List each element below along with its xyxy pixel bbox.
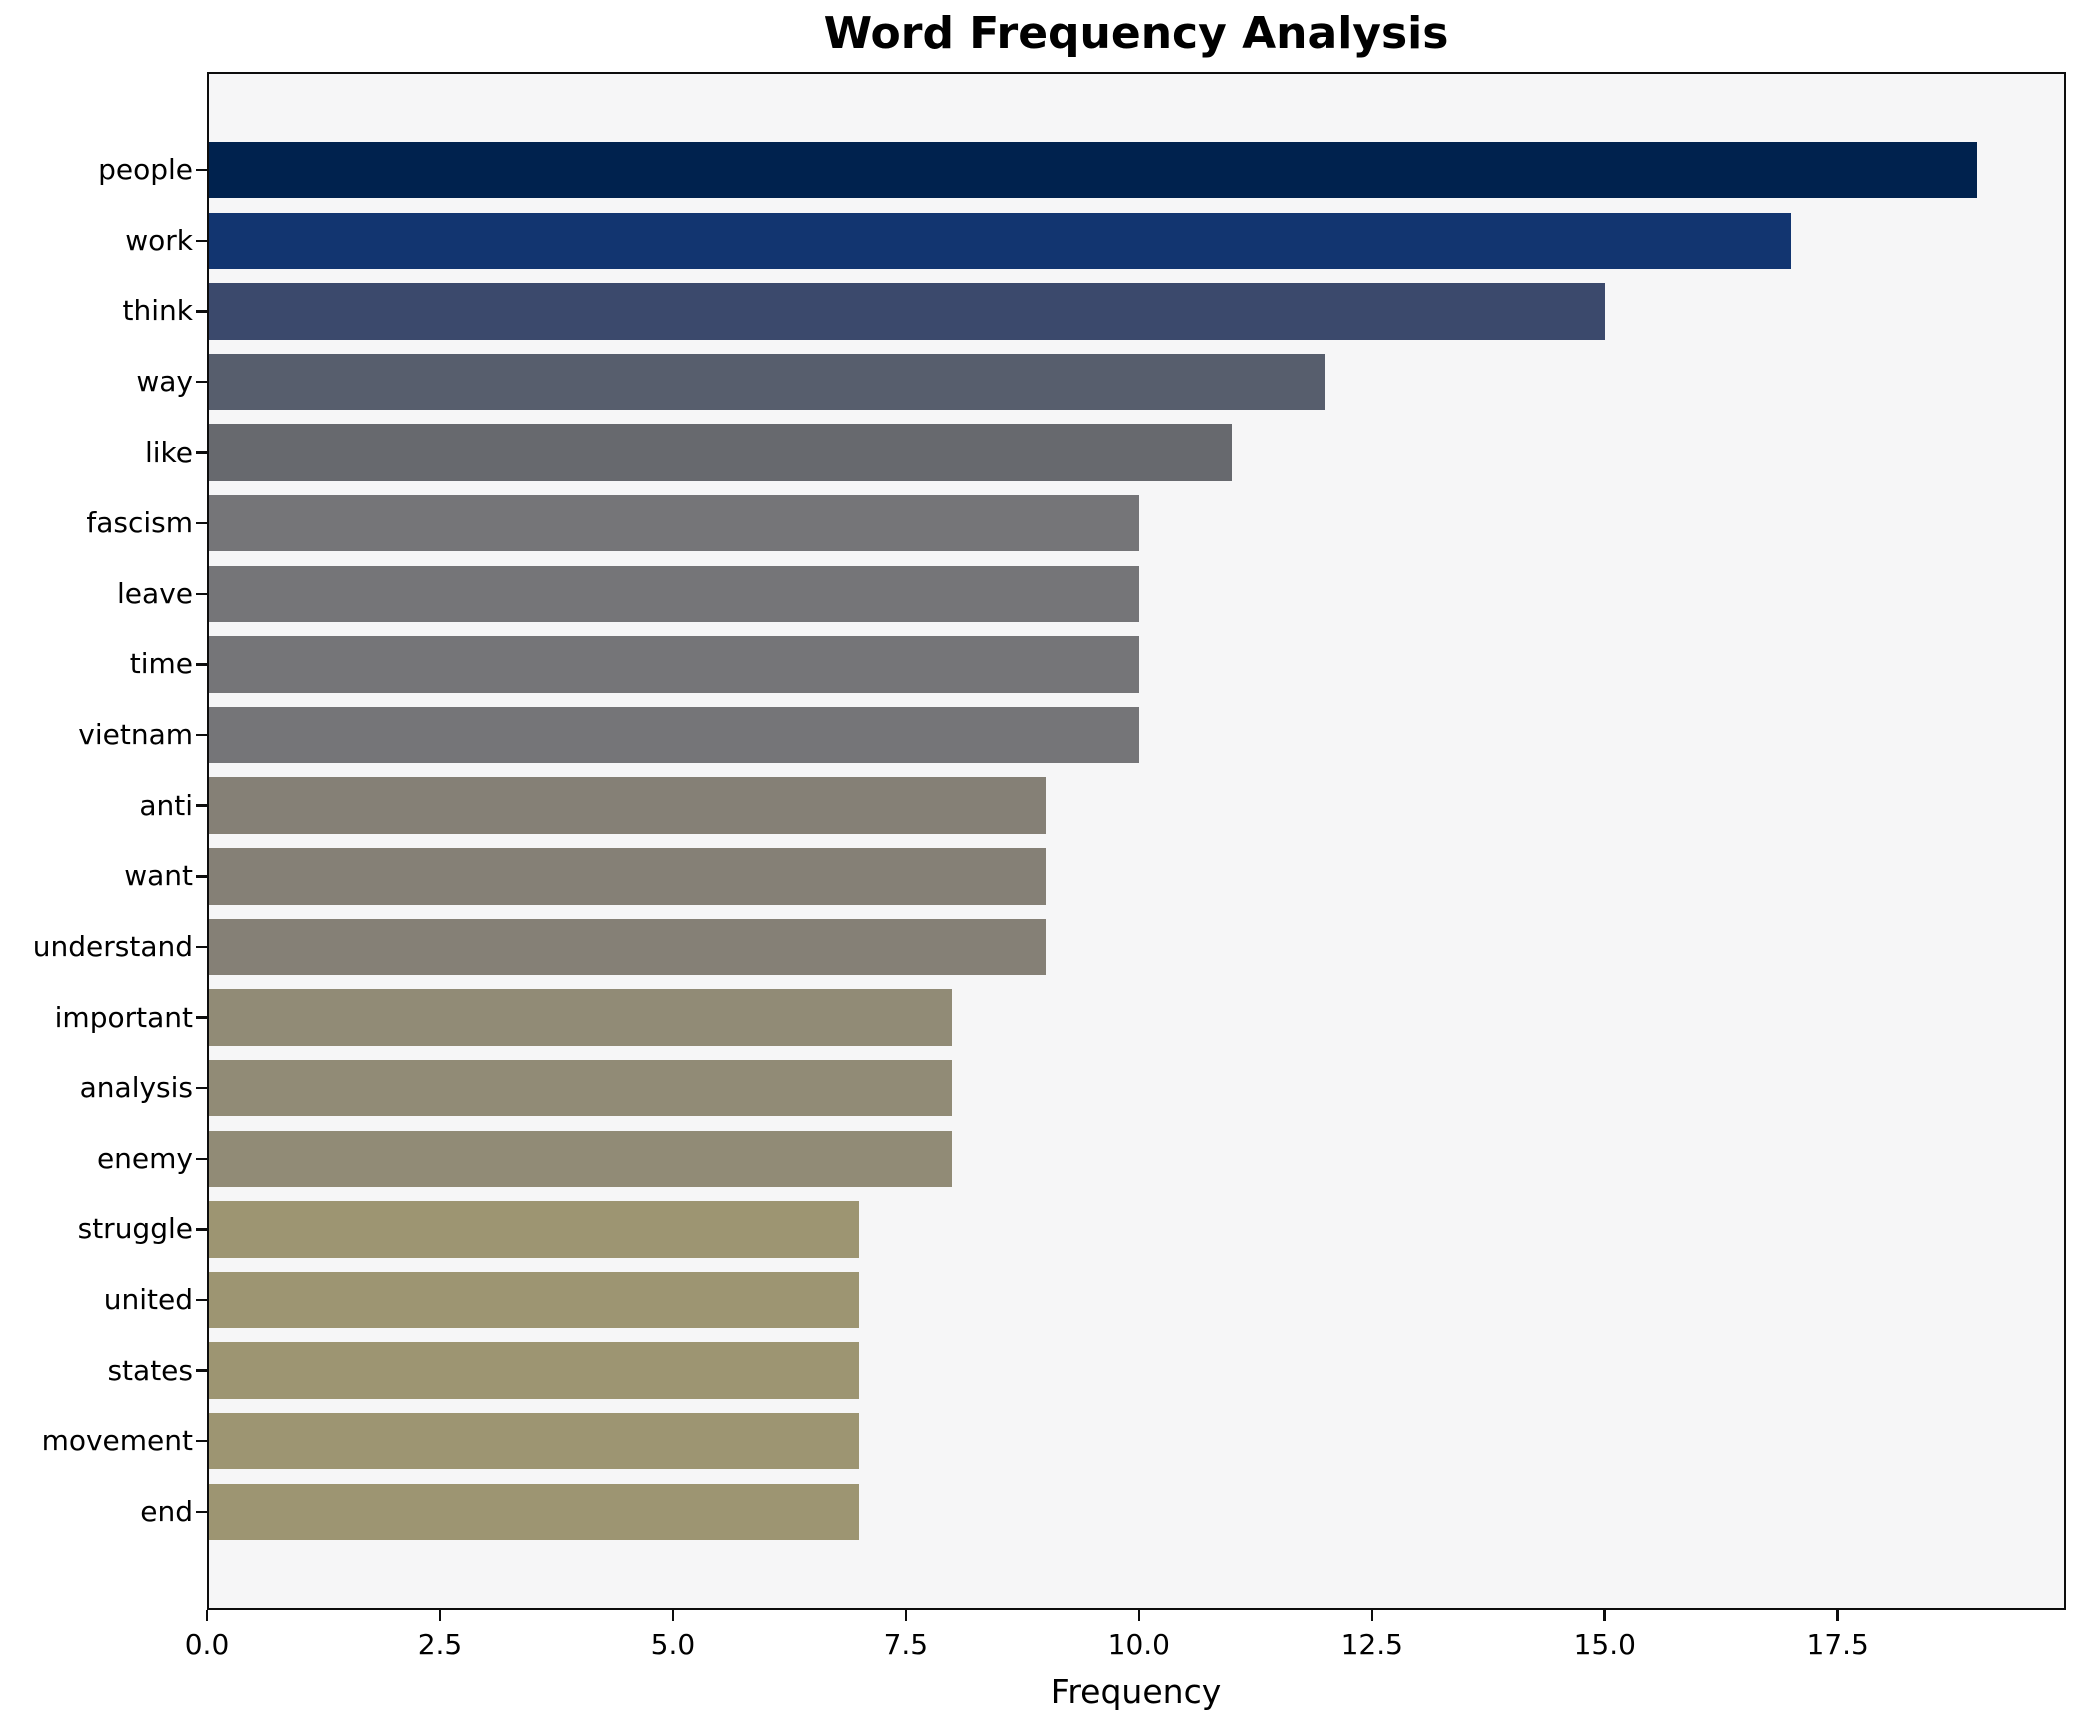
x-tick-label: 15.0 [1573,1628,1636,1661]
y-tick-mark [196,310,207,313]
bar-understand [207,918,1046,976]
bar-enemy [207,1130,953,1187]
bar-analysis [207,1059,953,1117]
y-tick-label: united [103,1282,193,1316]
bar-people [207,141,1978,199]
y-tick-label: fascism [86,506,193,540]
y-tick-mark [196,1510,207,1514]
plot-area [207,72,2066,1610]
y-tick-label: important [54,1000,193,1034]
bar-movement [207,1412,860,1470]
bar-time [207,636,1139,693]
bar-fascism [207,494,1139,552]
x-tick-label: 12.5 [1340,1628,1403,1661]
x-tick-mark [1603,1610,1606,1621]
x-tick-label: 17.5 [1806,1628,1869,1661]
y-tick-mark [196,1086,207,1090]
y-tick-label: states [107,1353,193,1387]
y-tick-label: movement [41,1424,193,1458]
y-tick-mark [196,380,207,384]
y-tick-mark [196,1157,207,1161]
x-tick-label: 5.0 [650,1628,696,1661]
y-tick-label: vietnam [78,718,193,752]
bar-important [207,989,953,1046]
y-tick-label: work [125,223,193,257]
y-tick-mark [196,592,207,596]
x-tick-mark [1137,1610,1141,1621]
x-tick-mark [205,1610,209,1621]
bar-leave [207,565,1139,623]
y-tick-mark [196,875,207,878]
y-tick-label: enemy [96,1141,193,1175]
x-axis-title: Frequency [1050,1672,1222,1711]
bar-like [207,424,1232,481]
chart-title: Word Frequency Analysis [823,8,1449,59]
bar-struggle [207,1201,860,1258]
y-tick-label: think [122,294,193,328]
y-tick-label: like [144,435,193,469]
y-tick-mark [196,804,207,807]
y-tick-mark [196,1439,207,1443]
y-tick-mark [196,1298,207,1302]
y-tick-mark [196,168,207,172]
x-tick-mark [904,1610,908,1621]
x-tick-label: 7.5 [883,1628,929,1661]
y-tick-mark [196,733,207,737]
bar-want [207,848,1046,905]
y-tick-mark [196,945,207,949]
bar-vietnam [207,706,1139,764]
y-tick-mark [196,1016,207,1019]
bar-anti [207,777,1046,834]
x-tick-label: 10.0 [1107,1628,1170,1661]
bar-united [207,1271,860,1329]
y-tick-label: leave [117,576,193,610]
y-tick-label: people [98,153,193,187]
bar-way [207,353,1326,411]
bar-think [207,283,1605,340]
bar-work [207,212,1792,269]
y-tick-label: analysis [79,1071,193,1105]
y-tick-label: want [124,859,193,893]
y-tick-label: end [140,1494,193,1528]
y-tick-mark [196,663,207,666]
y-tick-mark [196,1228,207,1231]
y-tick-label: time [129,647,193,681]
x-tick-mark [1370,1610,1374,1621]
bar-end [207,1483,860,1541]
y-tick-label: way [136,365,193,398]
x-tick-mark [671,1610,675,1621]
x-tick-label: 0.0 [184,1628,230,1661]
y-tick-label: understand [32,929,193,963]
y-tick-mark [196,451,207,454]
x-tick-label: 2.5 [417,1628,463,1661]
bar-states [207,1342,860,1399]
y-tick-mark [196,1369,207,1372]
y-tick-label: anti [139,788,193,822]
y-tick-mark [196,239,207,243]
y-tick-mark [196,521,207,525]
x-tick-mark [1836,1610,1839,1621]
x-tick-mark [438,1610,442,1621]
y-tick-label: struggle [77,1212,193,1246]
